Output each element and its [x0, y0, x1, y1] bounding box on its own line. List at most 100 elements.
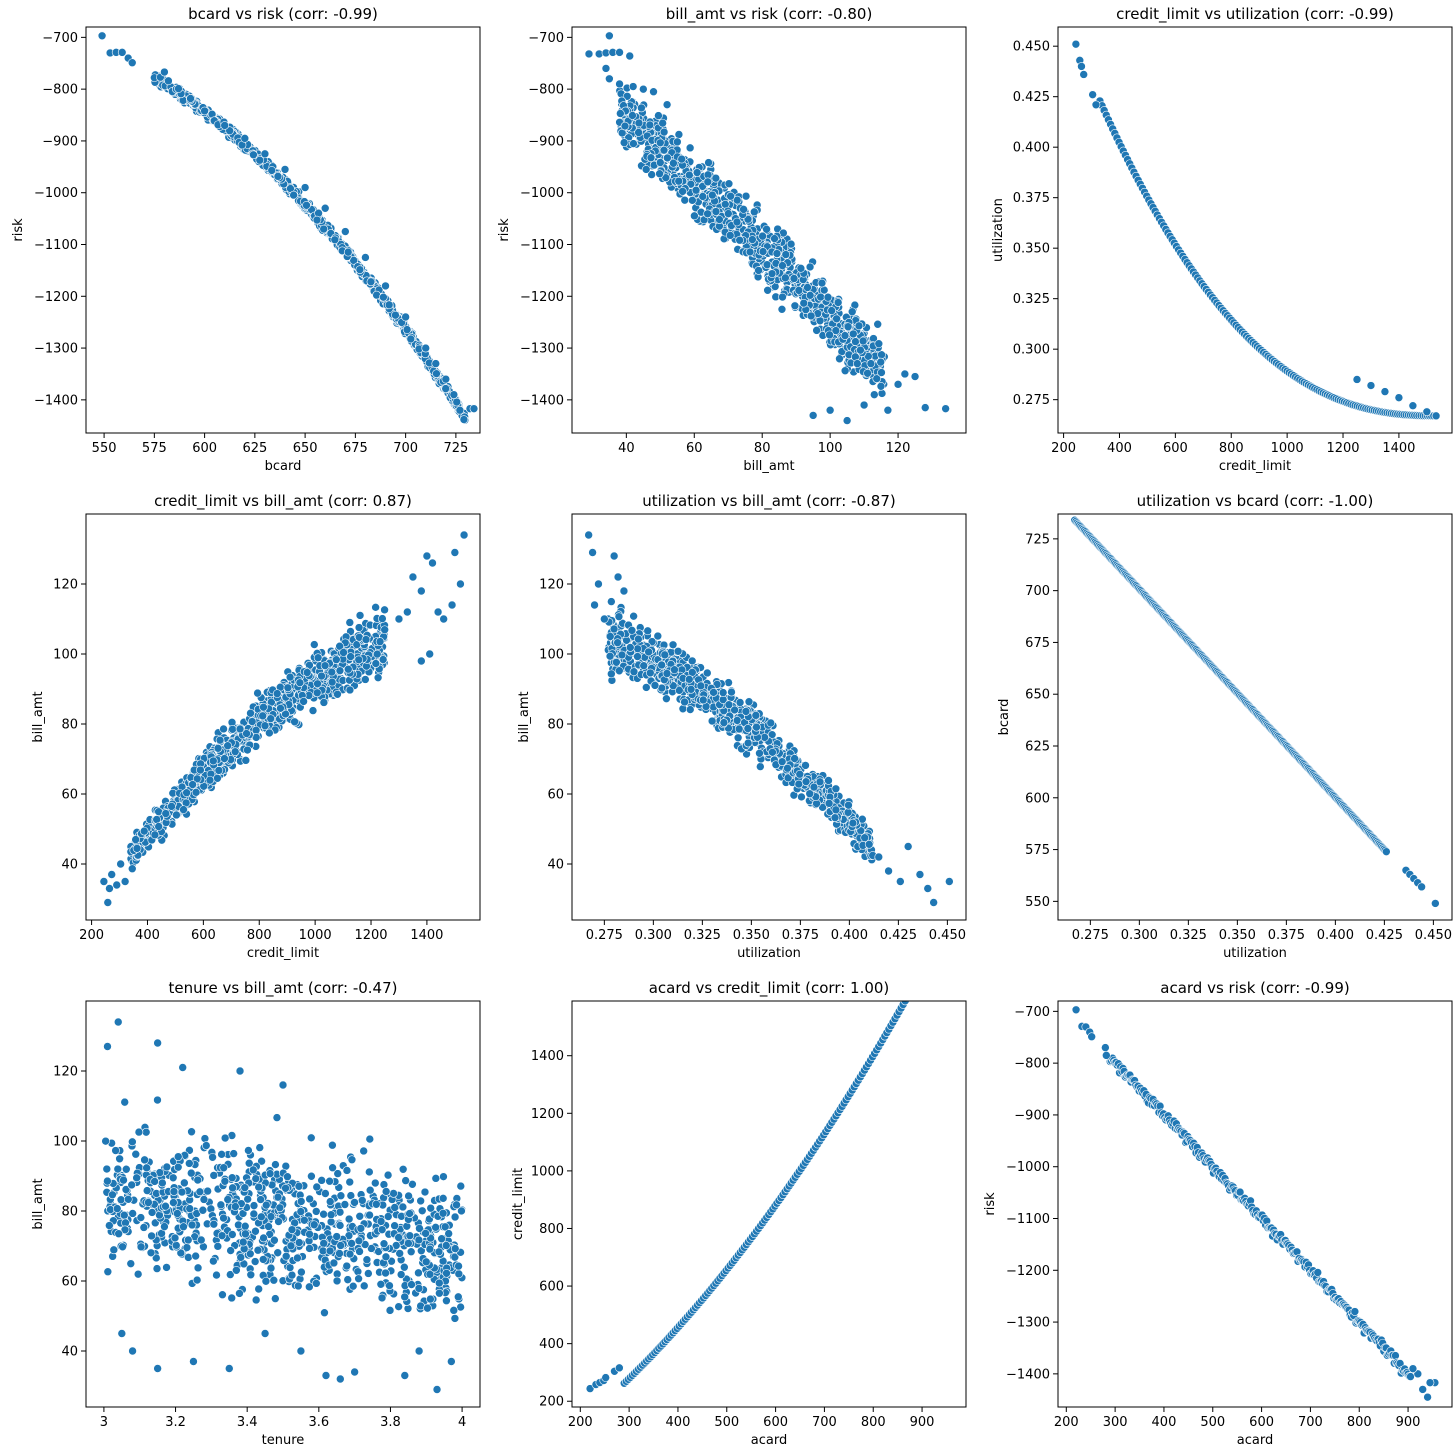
x-axis-label: bcard	[265, 459, 302, 474]
scatter-point	[629, 139, 638, 148]
scatter-point	[662, 669, 672, 678]
scatter-points	[97, 31, 479, 425]
scatter-point	[795, 769, 805, 779]
scatter-point	[644, 647, 653, 657]
scatter-point	[306, 1133, 316, 1143]
scatter-point	[219, 1163, 229, 1173]
scatter-point	[302, 200, 311, 210]
scatter-point	[192, 774, 202, 784]
scatter-point	[873, 319, 883, 329]
scatter-point	[294, 1181, 304, 1191]
scatter-point	[319, 698, 329, 707]
scatter-point	[217, 1150, 226, 1159]
scatter-point	[230, 747, 240, 756]
scatter-point	[417, 586, 426, 596]
scatter-point	[692, 168, 702, 177]
scatter-point	[1071, 39, 1081, 49]
x-tick-label: 650	[293, 441, 318, 456]
scatter-point	[884, 866, 893, 876]
scatter-point	[824, 799, 834, 808]
scatter-point	[724, 179, 734, 189]
scatter-point	[778, 292, 787, 302]
scatter-point	[680, 195, 690, 205]
scatter-point	[205, 775, 215, 785]
scatter-point	[375, 637, 385, 646]
x-tick-label: 0.425	[1366, 928, 1403, 943]
scatter-point	[805, 291, 815, 300]
scatter-point	[335, 1221, 345, 1230]
y-tick-label: 625	[1025, 740, 1050, 755]
scatter-point	[333, 1169, 343, 1178]
scatter-point	[739, 205, 748, 214]
scatter-point	[327, 677, 337, 687]
scatter-point	[384, 300, 394, 310]
scatter-point	[273, 172, 283, 181]
scatter-point	[228, 1183, 237, 1193]
scatter-point	[450, 1212, 460, 1222]
scatter-point	[805, 789, 815, 799]
scatter-point	[250, 1257, 260, 1266]
scatter-point	[877, 368, 886, 377]
scatter-point	[854, 321, 864, 331]
scatter-point	[371, 603, 380, 612]
y-tick-label: −800	[42, 83, 78, 98]
axes-frame	[1057, 513, 1453, 921]
scatter-point	[628, 82, 638, 91]
scatter-point	[378, 655, 388, 664]
scatter-point	[354, 623, 364, 632]
scatter-point	[246, 708, 255, 718]
scatter-point	[685, 143, 695, 153]
scatter-point	[1431, 899, 1440, 908]
scatter-point	[616, 109, 625, 118]
scatter-point	[281, 1251, 291, 1261]
scatter-point	[266, 714, 276, 723]
scatter-point	[659, 127, 669, 137]
scatter-point	[750, 207, 759, 217]
scatter-point	[258, 711, 267, 721]
scatter-point	[883, 405, 893, 415]
scatter-point	[625, 51, 635, 61]
scatter-point	[661, 173, 671, 182]
scatter-point	[634, 128, 643, 137]
x-tick-label: 0.300	[635, 928, 672, 943]
scatter-point	[783, 763, 792, 773]
scatter-point	[139, 826, 149, 836]
scatter-point	[801, 761, 810, 770]
scatter-point	[142, 1163, 151, 1173]
scatter-point	[876, 357, 886, 367]
scatter-point	[208, 756, 218, 766]
axes-frame	[1057, 26, 1453, 434]
scatter-point	[128, 1137, 137, 1147]
scatter-point	[655, 169, 664, 179]
scatter-point	[789, 274, 799, 283]
scatter-point	[258, 1255, 268, 1264]
scatter-point	[668, 681, 678, 691]
scatter-point	[605, 632, 615, 641]
scatter-point	[678, 187, 687, 196]
scatter-point	[219, 1213, 228, 1223]
scatter-point	[832, 314, 841, 324]
scatter-point	[406, 334, 416, 344]
scatter-point	[402, 325, 412, 334]
scatter-point	[302, 668, 312, 677]
scatter-point	[103, 1267, 113, 1277]
subplot-title: credit_limit vs utilization (corr: -0.99…	[1116, 5, 1394, 24]
scatter-point	[326, 1217, 336, 1227]
scatter-point	[691, 185, 701, 195]
scatter-point	[1088, 90, 1097, 99]
subplot-5: utilization vs bill_amt (corr: -0.87)0.2…	[517, 492, 967, 961]
scatter-point	[343, 664, 353, 674]
scatter-point	[662, 100, 672, 109]
scatter-point	[107, 870, 117, 879]
scatter-point	[417, 656, 426, 666]
scatter-point	[817, 278, 827, 288]
scatter-point	[797, 792, 806, 802]
scatter-point	[167, 802, 176, 811]
scatter-point	[763, 285, 772, 295]
scatter-point	[313, 679, 322, 689]
scatter-point	[588, 548, 597, 557]
x-tick-label: 0.375	[782, 928, 819, 943]
scatter-point	[874, 339, 884, 349]
scatter-point	[235, 1289, 244, 1298]
scatter-point	[808, 411, 818, 420]
